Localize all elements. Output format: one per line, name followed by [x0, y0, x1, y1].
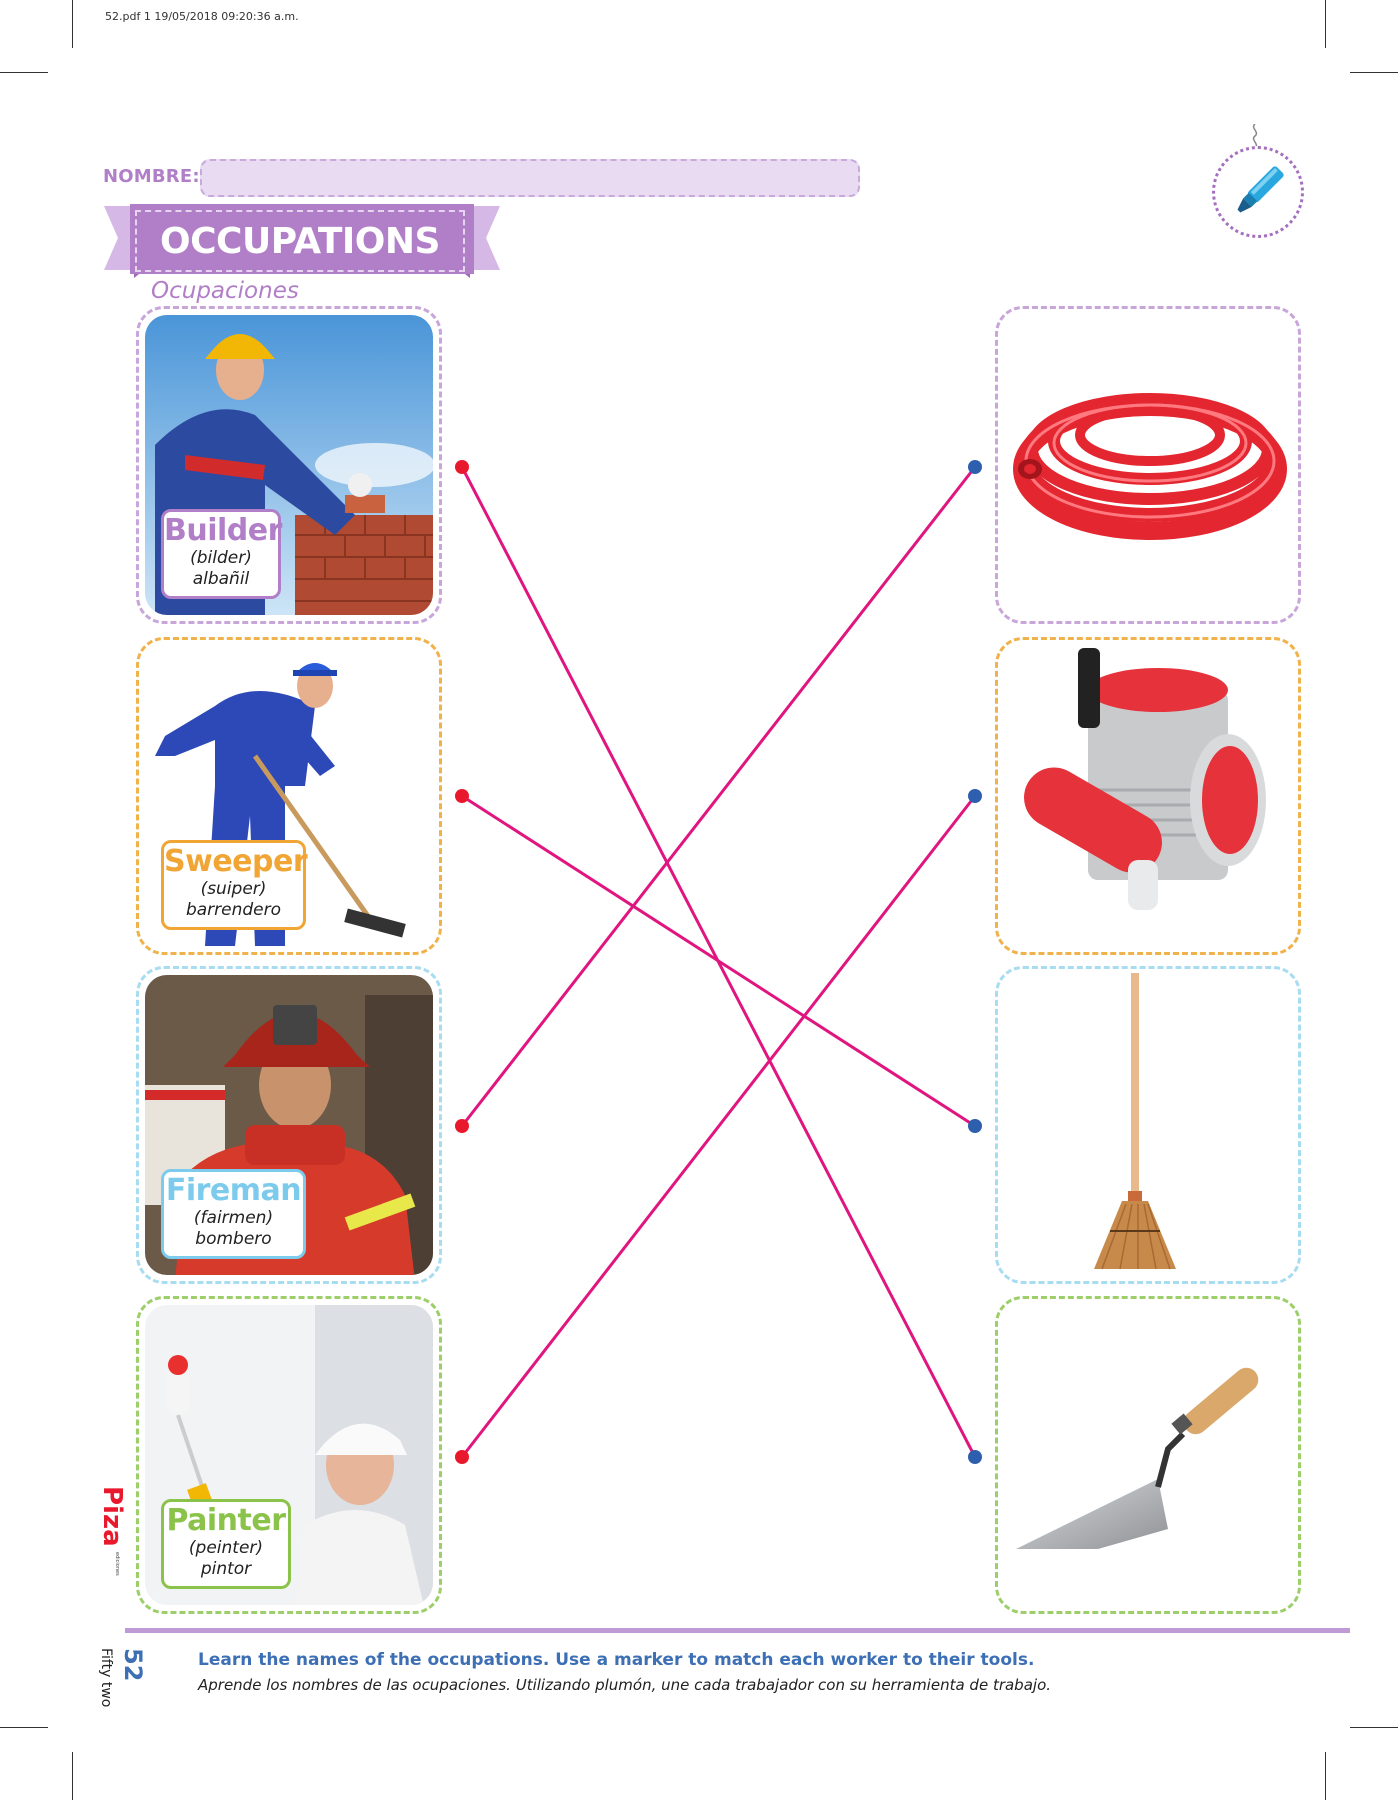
worker-name: Fireman [165, 1173, 302, 1208]
card-hose [995, 306, 1301, 624]
instruction-english: Learn the names of the occupations. Use … [198, 1650, 1035, 1670]
worker-pronunciation: (suiper) [200, 879, 267, 899]
crop-mark [0, 72, 48, 73]
card-paint [995, 637, 1301, 955]
worker-name: Sweeper [164, 844, 308, 879]
worker-spanish: bombero [195, 1229, 272, 1249]
instruction-spanish: Aprende los nombres de las ocupaciones. … [198, 1676, 1052, 1694]
dot-trowel[interactable] [968, 1450, 982, 1464]
page-number-words: Fifty two [98, 1648, 114, 1708]
worker-spanish: barrendero [185, 900, 282, 920]
piza-logo: Piza ediciones [97, 1486, 126, 1576]
marker-wire-icon [1252, 124, 1258, 149]
page-title: OCCUPATIONS [135, 210, 465, 272]
label-sweeper: Sweeper (suiper) barrendero [161, 840, 308, 930]
file-info: 52.pdf 1 19/05/2018 09:20:36 a.m. [105, 10, 299, 23]
svg-text:Piza: Piza [97, 1486, 126, 1547]
highlighter-marker-icon [1237, 166, 1284, 213]
page-subtitle: Ocupaciones [151, 278, 299, 304]
paint-bucket-roller-icon [1024, 648, 1266, 910]
dot-fireman[interactable] [455, 1119, 469, 1133]
dot-painter[interactable] [455, 1450, 469, 1464]
card-builder: Builder (bilder) albañil [136, 306, 442, 624]
match-line-painter-paint [460, 795, 977, 1458]
svg-text:ediciones: ediciones [114, 1552, 120, 1576]
sweeper-photo [145, 646, 433, 946]
marker-badge [1212, 146, 1304, 238]
match-line-sweeper-broom [461, 794, 976, 1128]
name-field[interactable] [200, 159, 860, 197]
worker-pronunciation: (peinter) [188, 1538, 264, 1558]
dot-paint[interactable] [968, 789, 982, 803]
label-builder: Builder (bilder) albañil [161, 509, 282, 599]
name-label: NOMBRE: [103, 166, 200, 187]
card-trowel [995, 1296, 1301, 1614]
worker-spanish: pintor [200, 1559, 252, 1579]
trowel-icon [1016, 1367, 1259, 1549]
card-painter: Painter (peinter) pintor [136, 1296, 442, 1614]
broom-icon [1094, 973, 1176, 1270]
crop-mark [0, 1727, 48, 1728]
card-sweeper: Sweeper (suiper) barrendero [136, 637, 442, 955]
fire-hose-icon [1013, 393, 1287, 540]
label-painter: Painter (peinter) pintor [161, 1499, 291, 1589]
crop-mark [1325, 0, 1326, 48]
worker-spanish: albañil [192, 569, 250, 589]
crop-mark [1350, 1727, 1398, 1728]
footer-bar [125, 1628, 1350, 1633]
crop-mark [72, 1752, 73, 1800]
crop-mark [1350, 72, 1398, 73]
title-ribbon [104, 204, 500, 278]
crop-mark [72, 0, 73, 48]
page-number: 52 [119, 1648, 147, 1682]
dot-builder[interactable] [455, 460, 469, 474]
worker-pronunciation: (bilder) [190, 548, 252, 568]
crop-mark [1325, 1752, 1326, 1800]
dot-broom[interactable] [968, 1119, 982, 1133]
worker-pronunciation: (fairmen) [193, 1208, 274, 1228]
card-broom [995, 966, 1301, 1284]
match-line-fireman-hose [460, 466, 977, 1127]
worker-name: Builder [164, 513, 282, 548]
dot-sweeper[interactable] [455, 789, 469, 803]
label-fireman: Fireman (fairmen) bombero [161, 1169, 306, 1259]
card-fireman: Fireman (fairmen) bombero [136, 966, 442, 1284]
worker-name: Painter [166, 1503, 286, 1538]
dot-hose[interactable] [968, 460, 982, 474]
